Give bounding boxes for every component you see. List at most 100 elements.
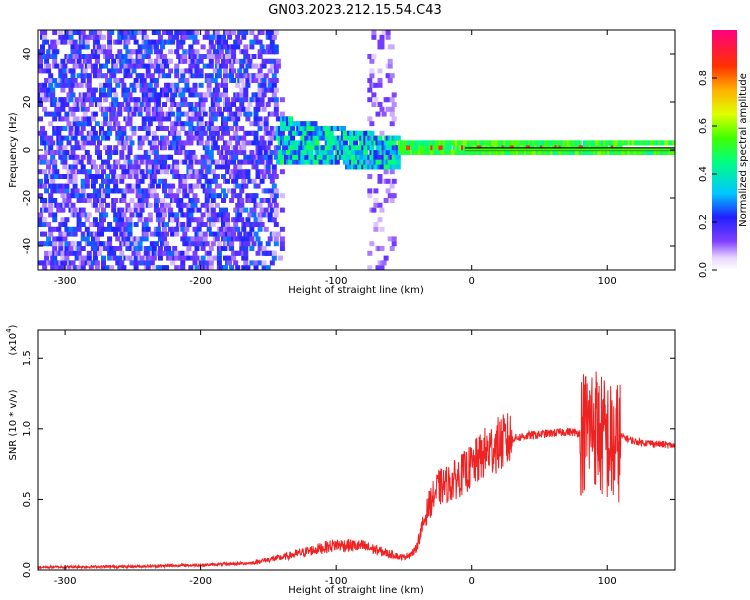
spectrogram-cell xyxy=(111,250,117,256)
spectrogram-cell xyxy=(166,97,172,103)
spectrogram-cell xyxy=(369,58,375,64)
spectrogram-cell xyxy=(176,135,182,141)
spectrogram-cell xyxy=(221,164,226,170)
spectrogram-cell xyxy=(235,236,241,242)
spectrogram-cell xyxy=(237,30,243,35)
spectrogram-cell xyxy=(107,222,113,227)
spectrogram-cell xyxy=(147,44,153,50)
spectrogram-cell xyxy=(141,174,147,179)
spectrogram-cell xyxy=(127,135,133,141)
spectrogram-cell xyxy=(139,255,145,261)
spectrogram-cell xyxy=(174,193,180,199)
spectrogram-cell xyxy=(123,97,129,103)
spectrogram-cell xyxy=(58,145,64,151)
spectrogram-cell xyxy=(286,135,291,141)
spectrogram-cell xyxy=(391,164,397,170)
spectrogram-cell xyxy=(72,159,78,165)
spectrogram-cell xyxy=(123,34,129,40)
spectrogram-cell xyxy=(38,222,43,227)
spectrogram-cell xyxy=(145,260,151,266)
spectrogram-cell xyxy=(208,73,214,79)
spectrogram-cell xyxy=(379,39,385,45)
spectrogram-cell xyxy=(365,140,371,146)
spectrogram-cell xyxy=(92,246,98,251)
spectrogram-cell xyxy=(210,222,216,227)
spectrogram-cell xyxy=(273,212,279,218)
spectrogram-cell xyxy=(137,54,143,59)
spectrogram-cell xyxy=(40,44,45,50)
spectrogram-cell xyxy=(127,226,133,232)
spectrogram-cell xyxy=(58,73,64,79)
spectrogram-cell xyxy=(42,231,48,237)
spectrogram-cell xyxy=(206,82,212,88)
spectrogram-cell xyxy=(192,106,198,112)
spectrogram-cell xyxy=(269,44,275,50)
spectrogram-cell xyxy=(174,198,180,203)
spectrogram-cell xyxy=(174,226,180,232)
spectrogram-cell xyxy=(249,44,255,50)
spectrogram-cell xyxy=(107,87,113,93)
spectrogram-cell xyxy=(265,241,271,247)
spectrogram-cell xyxy=(239,126,245,131)
spectrogram-cell xyxy=(119,78,125,83)
spectrogram-cell xyxy=(180,102,186,107)
spectrogram-cell xyxy=(180,145,186,151)
spectrogram-cell xyxy=(284,154,289,160)
spectrogram-cell xyxy=(143,236,149,242)
spectrogram-cell xyxy=(52,236,58,242)
spectrogram-cell xyxy=(137,154,143,160)
spectrogram-cell xyxy=(328,154,334,160)
spectrogram-cell xyxy=(160,231,165,237)
spectrogram-cell xyxy=(200,44,206,50)
spectrogram-cell xyxy=(255,97,261,103)
spectrogram-cell xyxy=(385,73,391,79)
spectrogram-cell xyxy=(168,106,174,112)
spectrogram-cell xyxy=(111,68,117,74)
spectrogram-cell xyxy=(174,82,180,88)
snr-panel: -300 -200 -100 0 100 0.00.51.01.5 Height of … xyxy=(5,324,676,596)
spectrogram-cell xyxy=(450,140,456,146)
spectrogram-cell xyxy=(182,97,188,103)
spectrogram-cell xyxy=(97,193,102,199)
spectrogram-cell xyxy=(52,198,58,203)
spectrogram-cell xyxy=(139,202,145,208)
spectrogram-cell xyxy=(660,140,666,146)
spectrogram-cell xyxy=(105,188,111,194)
spectrogram-cell xyxy=(200,102,206,107)
spectrogram-cell xyxy=(182,30,188,35)
spectrogram-cell xyxy=(204,188,210,194)
spectrogram-cell xyxy=(139,260,145,266)
spectrogram-cell xyxy=(133,78,139,83)
spectrogram-cell xyxy=(464,150,470,155)
spectrogram-cell xyxy=(253,116,259,122)
spectrogram-cell xyxy=(208,154,214,160)
spectrogram-cell xyxy=(137,212,143,218)
spectrogram-cell xyxy=(145,265,151,270)
spectrogram-cell xyxy=(186,246,192,251)
spectrogram-cell xyxy=(174,164,180,170)
spectrogram-cell xyxy=(210,207,216,213)
spectrogram-cell xyxy=(314,135,320,141)
spectrogram-cell xyxy=(235,265,241,270)
colorbar-gradient xyxy=(712,30,737,270)
spectrogram-cell xyxy=(253,78,259,83)
spectrogram-cell xyxy=(178,87,184,93)
spectrogram-cell xyxy=(231,188,237,194)
spectrogram-cell xyxy=(225,212,230,218)
spectrogram-cell xyxy=(245,265,251,270)
spectrogram-cell xyxy=(379,226,385,232)
spectrogram-cell xyxy=(149,78,155,83)
spectrogram-cell xyxy=(137,217,143,223)
spectrogram-cell xyxy=(66,169,72,175)
spectrogram-cell xyxy=(123,159,129,165)
spectrogram-cell xyxy=(251,212,257,218)
spectrogram-cell xyxy=(231,78,237,83)
spectrogram-cell xyxy=(208,121,214,127)
spectrogram-cell xyxy=(162,116,167,122)
spectrogram-cell xyxy=(115,159,121,165)
spectrogram-cell xyxy=(375,265,381,270)
spectrogram-cell xyxy=(86,82,92,88)
spectrogram-cell xyxy=(44,111,50,117)
spectrogram-cell xyxy=(46,236,52,242)
spectrogram-cell xyxy=(231,97,237,103)
